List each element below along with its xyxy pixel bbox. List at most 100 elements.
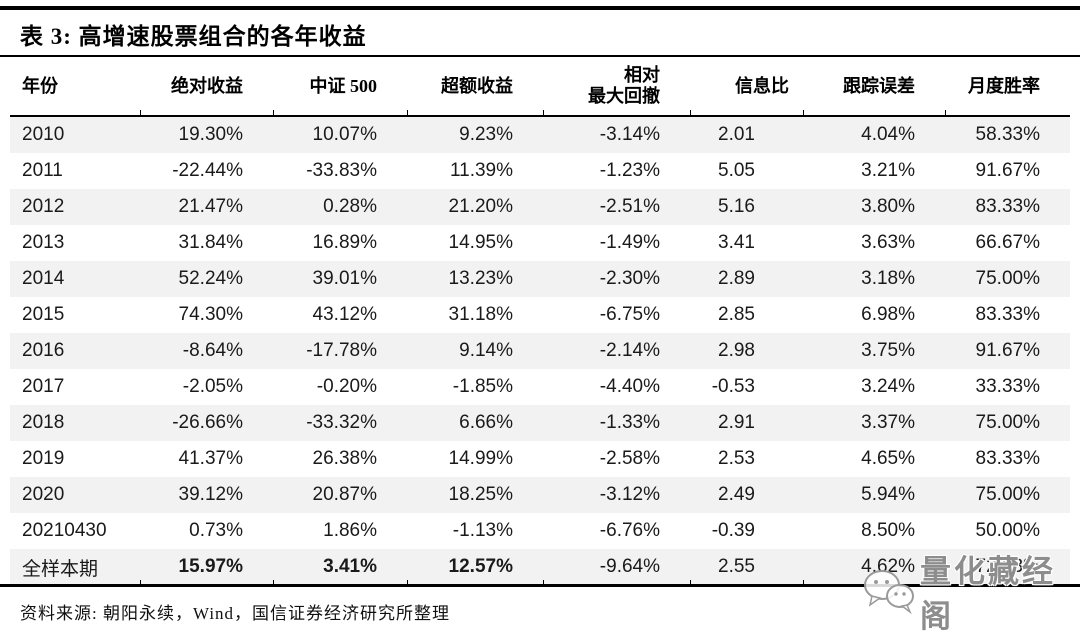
table-row: 20210430 0.73% 1.86% -1.13% -6.76% -0.39 8.50%… [10, 513, 1070, 549]
year-cell: 2015 [22, 304, 65, 325]
value-cell: -2.14% [599, 340, 660, 361]
column-header: 超额收益 [407, 57, 543, 117]
value-cell: -1.33% [599, 412, 660, 433]
value-cell: -2.30% [599, 268, 660, 289]
column-header: 年份 [10, 57, 140, 117]
value-cell: 15.97% [140, 549, 273, 585]
column-header: 绝对收益 [140, 57, 273, 117]
source-note: 资料来源: 朝阳永续，Wind，国信证券经济研究所整理 [20, 604, 451, 623]
value-cell: 3.41 [718, 232, 755, 253]
bottom-rule [0, 584, 1080, 587]
header-row: 年份 绝对收益 中证 500 超额收益 相对 最大回撤 信息比 跟踪误差 月度胜率 [10, 57, 1070, 117]
value-cell: 72.53% [945, 549, 1070, 585]
value-cell: 4.62% [803, 549, 945, 585]
value-cell: 2.49 [718, 484, 755, 505]
value-cell: 11.39% [449, 160, 513, 181]
value-cell: 83.33% [975, 304, 1040, 325]
value-cell: -33.83% [306, 160, 377, 181]
value-cell: -6.75% [599, 304, 660, 325]
table-row: 2010 19.30% 10.07% 9.23% -3.14% 2.01 4.04% 58.3… [10, 116, 1070, 153]
column-header: 月度胜率 [945, 57, 1070, 117]
value-cell: 3.75% [861, 340, 915, 361]
value-cell: 9.23% [459, 124, 513, 145]
value-cell: 5.16 [718, 196, 755, 217]
value-cell: 19.30% [178, 124, 243, 145]
value-cell: 16.89% [312, 232, 377, 253]
value-cell: -1.23% [599, 160, 660, 181]
value-cell: 2.98 [718, 340, 755, 361]
value-cell: 13.23% [448, 268, 513, 289]
value-cell: 83.33% [975, 448, 1040, 469]
year-cell: 2014 [22, 268, 65, 289]
table-row: 2019 41.37% 26.38% 14.99% -2.58% 2.53 4.65% 83.… [10, 441, 1070, 477]
value-cell: -2.51% [599, 196, 660, 217]
value-cell: 3.24% [861, 376, 915, 397]
year-cell: 全样本期 [22, 558, 99, 580]
value-cell: 39.01% [312, 268, 377, 289]
value-cell: 10.07% [312, 124, 377, 145]
value-cell: 6.66% [459, 412, 513, 433]
value-cell: 8.50% [861, 520, 915, 541]
table-row: 2014 52.24% 39.01% 13.23% -2.30% 2.89 3.18% 75.… [10, 261, 1070, 297]
table-body: 2010 19.30% 10.07% 9.23% -3.14% 2.01 4.04% 58.3… [10, 116, 1070, 585]
year-cell: 2019 [22, 448, 65, 469]
value-cell: 4.65% [861, 448, 915, 469]
column-header: 中证 500 [273, 57, 407, 117]
table-title: 表 3: 高增速股票组合的各年收益 [20, 24, 367, 49]
value-cell: -4.40% [599, 376, 660, 397]
year-cell: 2017 [22, 376, 65, 397]
year-cell: 2013 [22, 232, 65, 253]
value-cell: 2.53 [718, 448, 755, 469]
value-cell: -2.05% [182, 376, 243, 397]
value-cell: 31.84% [178, 232, 243, 253]
value-cell: 4.04% [861, 124, 915, 145]
value-cell: 0.28% [323, 196, 377, 217]
value-cell: 2.85 [718, 304, 755, 325]
returns-table: 年份 绝对收益 中证 500 超额收益 相对 最大回撤 信息比 跟踪误差 月度胜率 2010 1… [10, 57, 1070, 585]
value-cell: 2.91 [718, 412, 755, 433]
year-cell: 20210430 [22, 520, 107, 541]
value-cell: 2.89 [718, 268, 755, 289]
value-cell: 74.30% [178, 304, 243, 325]
value-cell: 2.55 [690, 549, 803, 585]
value-cell: 58.33% [975, 124, 1040, 145]
value-cell: 2.01 [718, 124, 755, 145]
summary-row: 全样本期 15.97% 3.41% 12.57% -9.64% 2.55 4.62% 72.5… [10, 549, 1070, 585]
year-cell: 2010 [22, 124, 65, 145]
value-cell: -8.64% [182, 340, 243, 361]
value-cell: 3.18% [861, 268, 915, 289]
value-cell: 0.73% [189, 520, 243, 541]
table-header: 年份 绝对收益 中证 500 超额收益 相对 最大回撤 信息比 跟踪误差 月度胜率 [10, 57, 1070, 117]
column-header: 相对 最大回撤 [543, 57, 690, 117]
table-row: 2020 39.12% 20.87% 18.25% -3.12% 2.49 5.94% 75.… [10, 477, 1070, 513]
year-cell: 2016 [22, 340, 65, 361]
table-row: 2018 -26.66% -33.32% 6.66% -1.33% 2.91 3.37% 75… [10, 405, 1070, 441]
table-row: 2012 21.47% 0.28% 21.20% -2.51% 5.16 3.80% 83.3… [10, 189, 1070, 225]
value-cell: -3.12% [599, 484, 660, 505]
value-cell: 3.80% [861, 196, 915, 217]
value-cell: 75.00% [975, 268, 1040, 289]
value-cell: 9.14% [459, 340, 513, 361]
table-row: 2011 -22.44% -33.83% 11.39% -1.23% 5.05 3.21% 9… [10, 153, 1070, 189]
value-cell: -33.32% [306, 412, 377, 433]
value-cell: 3.21% [861, 160, 915, 181]
value-cell: 12.57% [407, 549, 543, 585]
column-header: 信息比 [690, 57, 803, 117]
value-cell: -0.39 [711, 520, 755, 541]
year-cell: 2020 [22, 484, 65, 505]
value-cell: 21.47% [178, 196, 243, 217]
value-cell: 75.00% [975, 412, 1040, 433]
value-cell: 20.87% [312, 484, 377, 505]
value-cell: 3.41% [273, 549, 407, 585]
value-cell: 39.12% [178, 484, 243, 505]
value-cell: 3.37% [861, 412, 915, 433]
table-row: 2013 31.84% 16.89% 14.95% -1.49% 3.41 3.63% 66.… [10, 225, 1070, 261]
value-cell: 26.38% [312, 448, 377, 469]
value-cell: 1.86% [323, 520, 377, 541]
value-cell: 18.25% [448, 484, 513, 505]
value-cell: -1.13% [452, 520, 513, 541]
value-cell: 43.12% [312, 304, 377, 325]
value-cell: 14.99% [448, 448, 513, 469]
value-cell: -9.64% [543, 549, 690, 585]
table-row: 2017 -2.05% -0.20% -1.85% -4.40% -0.53 3.24% 33… [10, 369, 1070, 405]
